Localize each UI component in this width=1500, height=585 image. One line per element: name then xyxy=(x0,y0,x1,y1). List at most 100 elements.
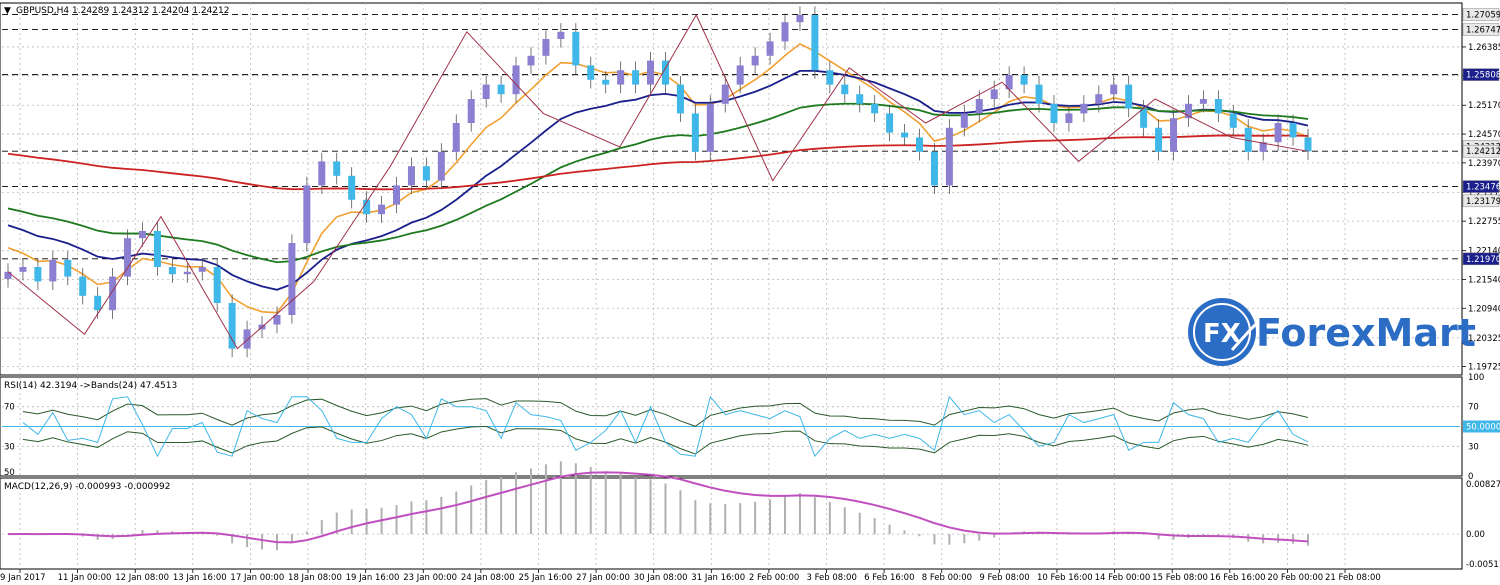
candle-body xyxy=(871,103,879,114)
price-axis: 1.19725 1.20325 1.20940 1.21540 1.22140 1.227… xyxy=(1462,43,1500,570)
forexmart-logo: FX ForexMart xyxy=(1188,298,1476,366)
candle-body xyxy=(303,185,311,243)
candle-body xyxy=(1184,103,1192,119)
y-tick-label: 1.20325 xyxy=(1468,334,1500,344)
rsi-level-tag-label: 50.0000 xyxy=(1466,423,1500,433)
x-tick-label: 3 Feb 08:00 xyxy=(807,573,857,583)
time-axis: 9 Jan 2017 11 Jan 00:00 12 Jan 08:00 13 Jan… xyxy=(0,569,1381,583)
y-tick-label: 1.25170 xyxy=(1468,101,1500,111)
candle-body xyxy=(691,113,699,152)
x-tick-label: 20 Feb 00:00 xyxy=(1267,573,1323,583)
ma-fast-line xyxy=(7,42,1309,314)
price-tag-label: 1.26747 xyxy=(1466,26,1500,36)
candle-body xyxy=(766,41,774,56)
candle-body xyxy=(1244,127,1252,152)
candle-body xyxy=(1229,113,1237,128)
rsi-indicator: 70 30 50 xyxy=(2,395,1460,478)
y-tick-label: 1.22140 xyxy=(1468,247,1500,257)
y-tick-label: 1.22755 xyxy=(1468,217,1500,227)
candle-body xyxy=(467,99,475,123)
candle-body xyxy=(975,99,983,114)
y-tick-label: 1.23355 xyxy=(1468,188,1500,198)
y-tick-label: 1.20940 xyxy=(1468,304,1500,314)
macd-indicator xyxy=(2,461,1460,551)
x-tick-label: 23 Jan 00:00 xyxy=(403,573,457,583)
candle-body xyxy=(452,123,460,152)
candle-body xyxy=(841,84,849,95)
candle-body xyxy=(393,185,401,205)
candle-body xyxy=(1214,99,1222,114)
level-lines xyxy=(2,14,1460,260)
candle-body xyxy=(781,22,789,42)
x-tick-label: 12 Jan 08:00 xyxy=(115,573,169,583)
candle-body xyxy=(542,39,550,56)
rsi-tick-label: 70 xyxy=(1468,403,1479,413)
price-tag-box xyxy=(1462,68,1500,81)
y-tick-label: 1.19725 xyxy=(1468,363,1500,373)
candle-body xyxy=(856,94,864,104)
price-panel-frame xyxy=(0,2,1463,376)
zigzag-polyline xyxy=(7,13,1309,350)
macd-panel-frame xyxy=(0,477,1463,570)
dropdown-arrow-icon[interactable]: ▼ xyxy=(4,6,11,16)
candle-body xyxy=(1065,113,1073,123)
candle-body xyxy=(721,84,729,104)
candle-body xyxy=(826,70,834,85)
candle-body xyxy=(617,70,625,85)
grid-lines xyxy=(2,3,1460,569)
price-tag-label: 1.21970 xyxy=(1466,255,1500,265)
rsi-left-label: 50 xyxy=(4,468,15,478)
candle-body xyxy=(1289,123,1297,138)
macd-tick-label: -0.005115 xyxy=(1466,560,1500,570)
x-tick-label: 16 Feb 16:00 xyxy=(1210,573,1266,583)
macd-header: MACD(12,26,9) -0.000993 -0.000992 xyxy=(4,482,170,492)
price-tag-box xyxy=(1462,180,1500,193)
logo-name: ForexMart xyxy=(1256,311,1476,355)
x-tick-label: 15 Feb 08:00 xyxy=(1152,573,1208,583)
ma-long-line xyxy=(7,134,1309,191)
x-tick-label: 11 Jan 00:00 xyxy=(58,573,112,583)
candle-body xyxy=(64,259,72,277)
price-tags: 1.270591.267471.258081.243121.242121.234… xyxy=(1462,8,1500,266)
price-tag-label: 1.27059 xyxy=(1466,11,1500,21)
candle-body xyxy=(1035,84,1043,104)
candle-body xyxy=(736,65,744,85)
candle-body xyxy=(243,329,251,349)
candle-body xyxy=(1125,84,1133,109)
x-tick-label: 9 Jan 2017 xyxy=(0,573,46,583)
candle-body xyxy=(348,175,356,200)
candle-body xyxy=(1170,118,1178,152)
candle-body xyxy=(1274,123,1282,143)
rsi-upper-band xyxy=(22,398,1309,427)
candle-body xyxy=(557,31,565,39)
candle-body xyxy=(706,103,714,152)
candle-body xyxy=(79,276,87,296)
candle-body xyxy=(153,231,161,267)
candle-body xyxy=(1199,99,1207,104)
candle-body xyxy=(4,271,12,279)
macd-tick-label: 0.00 xyxy=(1466,530,1485,540)
macd-tick-label: 0.008274 xyxy=(1466,480,1500,490)
y-tick-label: 1.26385 xyxy=(1468,43,1500,53)
x-tick-label: 14 Feb 00:00 xyxy=(1095,573,1151,583)
candle-body xyxy=(407,166,415,186)
candle-body xyxy=(1304,137,1312,152)
ma-slow-line xyxy=(7,102,1309,264)
candle-body xyxy=(572,31,580,66)
candle-body xyxy=(1005,75,1013,90)
candle-body xyxy=(168,267,176,275)
x-tick-label: 2 Feb 00:00 xyxy=(749,573,799,583)
rsi-tick-label: 30 xyxy=(1468,442,1479,452)
candle-body xyxy=(811,15,819,71)
candle-body xyxy=(437,151,445,181)
logo-arrow-icon xyxy=(1230,316,1264,352)
x-tick-label: 19 Jan 16:00 xyxy=(346,573,400,583)
candle-body xyxy=(198,267,206,272)
candle-body xyxy=(527,55,535,66)
x-tick-label: 8 Feb 00:00 xyxy=(922,573,972,583)
y-tick-label: 1.23970 xyxy=(1468,159,1500,169)
price-tag-box xyxy=(1462,194,1500,208)
rsi-left-label: 30 xyxy=(4,442,15,452)
rsi-left-label: 70 xyxy=(4,403,15,413)
